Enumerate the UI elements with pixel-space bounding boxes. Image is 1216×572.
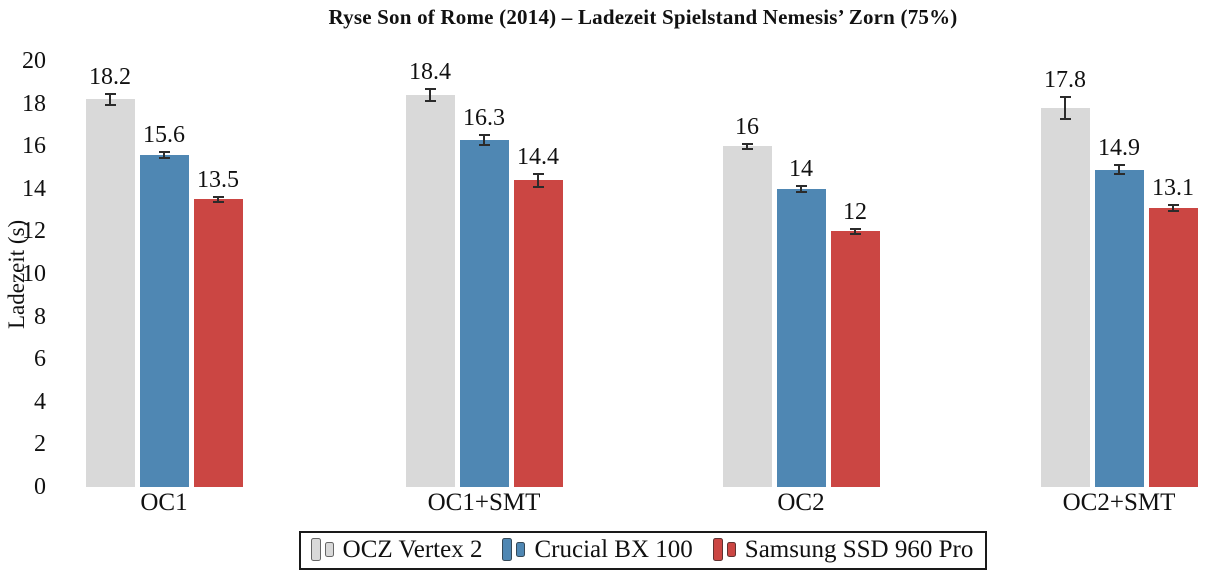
error-bar-cap [104, 93, 116, 96]
error-bar-cap [212, 200, 224, 203]
bar [1094, 169, 1144, 487]
bar [193, 199, 243, 487]
bar [776, 188, 826, 487]
legend-item-label: Crucial BX 100 [534, 536, 693, 563]
error-bar-cap [1059, 117, 1071, 120]
error-bar-cap [1059, 96, 1071, 99]
y-tick-label: 16 [22, 133, 46, 160]
bar-value-label: 16.3 [463, 104, 505, 131]
bar-value-label: 18.2 [89, 64, 131, 91]
error-bar-cap [1167, 203, 1179, 206]
legend-item-label: Samsung SSD 960 Pro [744, 536, 974, 563]
x-tick-label: OC2 [777, 489, 825, 516]
error-bar [800, 185, 802, 192]
error-bar [109, 94, 111, 105]
legend-bar-swatch [726, 542, 736, 558]
error-bar-cap [478, 133, 490, 136]
x-axis: OC1 OC1+SMT OC2 OC2+SMT [70, 489, 1216, 521]
y-tick-label: 14 [22, 175, 46, 202]
error-bar [483, 134, 485, 146]
error-bar [1118, 165, 1120, 174]
legend-marker-icon [310, 538, 334, 562]
bar-value-label: 13.1 [1152, 174, 1194, 201]
error-bar-cap [795, 191, 807, 193]
error-bar-cap [424, 100, 436, 103]
bar-value-label: 13.5 [197, 167, 239, 194]
legend-bar-swatch [712, 538, 723, 562]
legend-bar-swatch [310, 538, 321, 562]
legend-marker-icon [712, 538, 736, 562]
bar-value-label: 16 [735, 113, 759, 140]
bar-value-label: 14.9 [1098, 135, 1140, 162]
error-bar-cap [212, 196, 224, 199]
plot-area: 18.2 15.6 13.5 18.4 16.3 14.4 16 14 12 17.8 14.9 13… [70, 58, 1216, 487]
legend-item: OCZ Vertex 2 [310, 536, 483, 564]
error-bar [1064, 97, 1066, 119]
error-bar-cap [478, 144, 490, 147]
error-bar-cap [424, 87, 436, 90]
legend: OCZ Vertex 2 Crucial BX 100 Samsung SSD 96… [298, 531, 988, 570]
bar [1040, 107, 1090, 487]
error-bar [217, 197, 219, 202]
error-bar-cap [741, 147, 753, 150]
error-bar-cap [104, 103, 116, 106]
y-tick-label: 8 [34, 303, 46, 330]
bar-value-label: 15.6 [143, 121, 185, 148]
error-bar-cap [1167, 210, 1179, 213]
legend-bar-swatch [324, 542, 334, 558]
legend-item: Samsung SSD 960 Pro [712, 536, 974, 564]
bar-value-label: 12 [843, 198, 867, 225]
error-bar-cap [1113, 164, 1125, 167]
bar [1148, 207, 1198, 487]
y-tick-label: 4 [34, 388, 46, 415]
y-tick-label: 12 [22, 218, 46, 245]
error-bar-cap [158, 156, 170, 159]
error-bar [537, 173, 539, 187]
legend-marker-icon [502, 538, 526, 562]
x-tick-label: OC2+SMT [1062, 489, 1176, 516]
error-bar-cap [849, 232, 861, 235]
y-tick-label: 0 [34, 474, 46, 500]
error-bar [1172, 204, 1174, 212]
bar-value-label: 17.8 [1044, 67, 1086, 94]
legend-bar-swatch [516, 542, 526, 558]
bar [830, 231, 880, 487]
y-tick-label: 6 [34, 346, 46, 373]
error-bar-cap [532, 172, 544, 175]
bar [85, 99, 135, 487]
y-axis: 0 2 4 6 8 10 12 14 16 18 20 [0, 49, 46, 499]
bar [139, 154, 189, 487]
bar-value-label: 14.4 [517, 143, 559, 170]
y-tick-label: 2 [34, 431, 46, 458]
y-tick-label: 20 [22, 48, 46, 74]
error-bar [746, 143, 748, 149]
legend-item: Crucial BX 100 [502, 536, 693, 564]
legend-item-label: OCZ Vertex 2 [342, 536, 483, 563]
bar [513, 180, 563, 487]
bar-value-label: 18.4 [409, 58, 451, 85]
error-bar [854, 228, 856, 234]
x-tick-label: OC1 [140, 489, 188, 516]
legend-bar-swatch [502, 538, 513, 562]
x-tick-label: OC1+SMT [427, 489, 541, 516]
bar-value-label: 14 [789, 155, 813, 182]
error-bar-cap [795, 184, 807, 187]
bar [722, 146, 772, 487]
error-bar-cap [741, 142, 753, 145]
error-bar-cap [158, 150, 170, 153]
error-bar [163, 151, 165, 158]
error-bar [429, 88, 431, 102]
chart-title: Ryse Son of Rome (2014) – Ladezeit Spiel… [328, 5, 958, 29]
error-bar-cap [1113, 172, 1125, 175]
bar [459, 139, 509, 487]
error-bar-cap [532, 185, 544, 188]
y-tick-label: 18 [22, 90, 46, 117]
bar [405, 95, 455, 487]
error-bar-cap [849, 227, 861, 230]
legend-container: OCZ Vertex 2 Crucial BX 100 Samsung SSD 96… [70, 531, 1216, 570]
y-tick-label: 10 [22, 261, 46, 287]
